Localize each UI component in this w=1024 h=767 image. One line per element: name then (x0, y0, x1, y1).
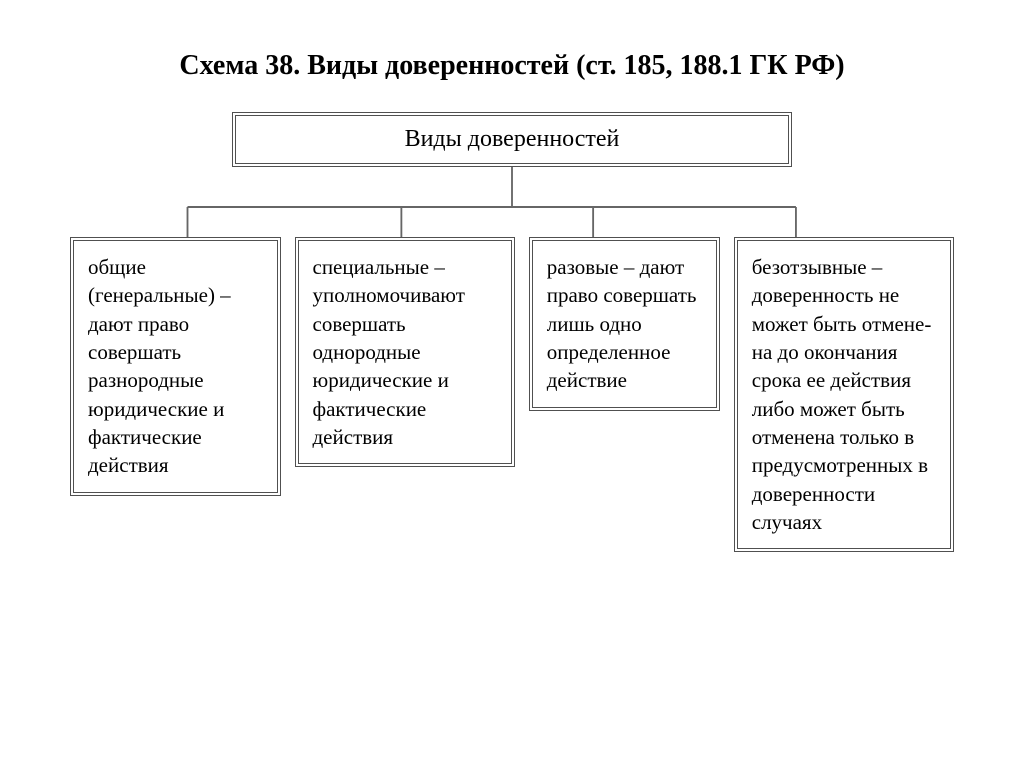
child-node-general: общие (генеральные) – дают право соверша… (70, 237, 281, 496)
child-node-irrevocable: безотзывные – доверенность не может быть… (734, 237, 954, 552)
diagram-title: Схема 38. Виды доверенностей (ст. 185, 1… (40, 50, 984, 82)
root-node: Виды доверенностей (232, 112, 792, 167)
child-node-special: специальные – уполномочива­ют совершать … (295, 237, 515, 467)
children-row: общие (генеральные) – дают право соверша… (40, 237, 984, 552)
child-node-onetime: разовые – дают право совершать лишь одно… (529, 237, 720, 411)
connector-lines (40, 167, 984, 237)
